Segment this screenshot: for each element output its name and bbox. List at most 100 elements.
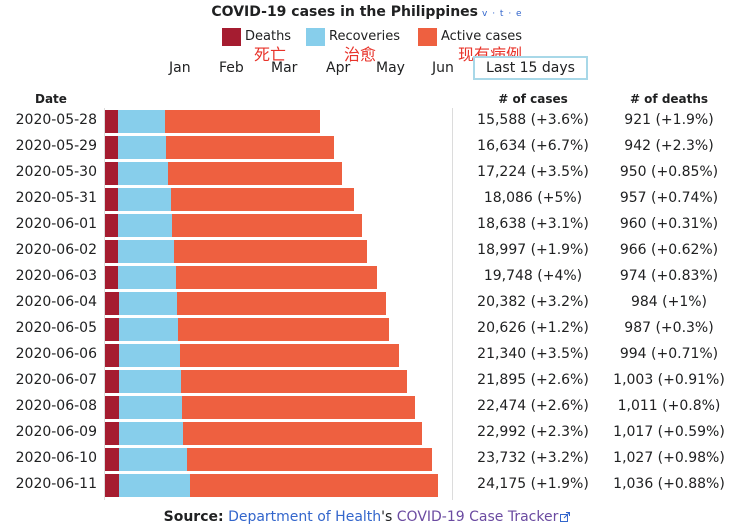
bar-segment-active [182,422,422,445]
bar-segment-recoveries [118,266,176,289]
row-date-label: 2020-06-04 [15,294,97,310]
bar-segment-active [190,474,438,497]
bar-segment-active [186,448,432,471]
legend-swatch-recoveries [306,28,325,46]
bar-segment-active [172,214,362,237]
month-may[interactable]: May [376,60,405,76]
row-date-label: 2020-06-10 [15,450,97,466]
row-deaths-label: 1,011 (+0.8%) [617,398,721,414]
navbox-links[interactable]: v · t · e [482,9,523,19]
bar-segment-recoveries [118,370,182,393]
row-deaths-label: 994 (+0.71%) [619,346,719,362]
legend-item-deaths: Deaths [222,28,291,46]
bar-segment-deaths [105,422,119,445]
legend-item-active: Active cases [418,28,522,46]
row-date-label: 2020-06-09 [15,424,97,440]
bar-segment-recoveries [119,422,183,445]
bar-segment-active [179,344,399,367]
last-15-days-button[interactable]: Last 15 days [473,56,588,80]
month-jun[interactable]: Jun [432,60,454,76]
bar-segment-recoveries [118,292,178,315]
row-cases-label: 18,997 (+1.9%) [477,242,589,258]
source-line: Source: Department of Health's COVID-19 … [0,509,734,525]
legend-label-deaths: Deaths [245,29,292,44]
bar-segment-active [177,292,386,315]
bar-segment-deaths [105,396,119,419]
row-cases-label: 21,895 (+2.6%) [477,372,589,388]
bar-segment-deaths [105,318,119,341]
legend-item-recoveries: Recoveries [306,28,400,46]
row-deaths-label: 957 (+0.74%) [619,190,719,206]
month-mar[interactable]: Mar [271,60,298,76]
bar-segment-deaths [105,162,119,185]
month-jan[interactable]: Jan [169,60,191,76]
bar-segment-active [178,318,390,341]
bar-segment-recoveries [118,318,179,341]
row-deaths-label: 921 (+1.9%) [624,112,714,128]
bar-segment-recoveries [118,396,182,419]
row-cases-label: 21,340 (+3.5%) [477,346,589,362]
bar-segment-deaths [105,240,119,263]
bar-area-left-divider [104,108,105,500]
annotation-recoveries: 治愈 [344,45,377,64]
column-header-cases: # of cases [498,92,568,106]
external-link-icon [560,512,571,522]
column-header-deaths: # of deaths [629,92,709,106]
month-apr[interactable]: Apr [326,60,351,76]
bar-area-right-divider [452,108,453,500]
row-deaths-label: 984 (+1%) [630,294,708,310]
bar-segment-active [181,370,407,393]
bar-segment-deaths [105,136,118,159]
bar-segment-recoveries [118,188,171,211]
legend-label-recoveries: Recoveries [329,29,400,44]
month-feb[interactable]: Feb [219,60,244,76]
legend-label-active: Active cases [441,29,523,44]
row-deaths-label: 1,027 (+0.98%) [613,450,725,466]
legend-swatch-active [418,28,437,46]
bar-segment-recoveries [117,136,167,159]
row-deaths-label: 1,003 (+0.91%) [613,372,725,388]
bar-segment-deaths [105,474,120,497]
row-deaths-label: 1,017 (+0.59%) [613,424,725,440]
case-tracker-link[interactable]: COVID-19 Case Tracker [396,509,559,525]
row-deaths-label: 942 (+2.3%) [624,138,714,154]
department-of-health-link[interactable]: Department of Health [228,509,382,525]
bar-segment-deaths [105,448,120,471]
row-date-label: 2020-06-02 [15,242,97,258]
row-cases-label: 17,224 (+3.5%) [477,164,589,180]
bar-segment-deaths [105,266,119,289]
chart-title: COVID-19 cases in the Philippines v · t ·… [0,4,734,20]
bar-segment-recoveries [118,344,180,367]
row-cases-label: 18,086 (+5%) [483,190,583,206]
row-cases-label: 22,474 (+2.6%) [477,398,589,414]
bar-segment-active [167,162,343,185]
bar-segment-recoveries [117,110,165,133]
row-date-label: 2020-05-29 [15,138,97,154]
row-date-label: 2020-06-07 [15,372,97,388]
column-header-date: Date [35,92,67,106]
row-deaths-label: 960 (+0.31%) [619,216,719,232]
row-deaths-label: 966 (+0.62%) [619,242,719,258]
bar-segment-deaths [105,344,119,367]
bar-segment-deaths [105,370,119,393]
bar-segment-recoveries [119,448,187,471]
bar-segment-recoveries [119,474,191,497]
annotation-deaths: 死亡 [254,45,287,64]
bar-segment-active [164,110,320,133]
bar-segment-recoveries [118,162,168,185]
row-cases-label: 16,634 (+6.7%) [477,138,589,154]
row-cases-label: 24,175 (+1.9%) [477,476,589,492]
bar-segment-deaths [105,214,119,237]
bar-segment-active [170,188,355,211]
bar-segment-active [166,136,335,159]
row-date-label: 2020-05-31 [15,190,97,206]
bar-segment-active [174,240,367,263]
row-cases-label: 19,748 (+4%) [483,268,583,284]
row-date-label: 2020-06-05 [15,320,97,336]
bar-segment-recoveries [118,214,173,237]
bar-segment-active [181,396,415,419]
row-date-label: 2020-06-11 [15,476,97,492]
row-date-label: 2020-05-30 [15,164,97,180]
row-deaths-label: 1,036 (+0.88%) [613,476,725,492]
bar-segment-recoveries [118,240,175,263]
